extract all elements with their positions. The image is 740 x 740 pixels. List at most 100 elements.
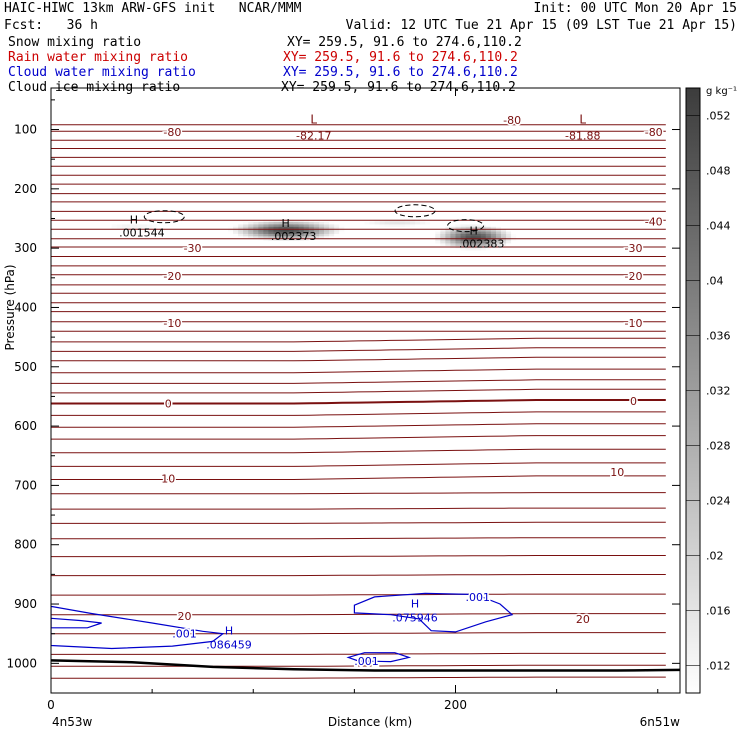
snow-shade-cell (465, 226, 472, 230)
cloud-water-contour-label: .001 (465, 591, 490, 604)
snow-shade-cell (253, 219, 259, 223)
snow-shade-cell (268, 229, 275, 233)
y-tick-label: 500 (14, 360, 37, 374)
snow-shade-cell (329, 222, 335, 225)
snow-shade-cell (324, 236, 330, 240)
cloud-water-contour (353, 592, 514, 633)
snow-shade-cell (485, 238, 492, 242)
y-tick-label: 100 (14, 123, 37, 137)
snow-max-value: .002383 (459, 237, 505, 250)
snow-shade-cell (288, 226, 295, 230)
snow-shade-cell (440, 248, 446, 252)
snow-shade-cell (268, 222, 275, 225)
snow-shade-cell (253, 217, 259, 221)
snow-shade-cell (228, 233, 234, 237)
snow-shade-cell (344, 229, 350, 233)
snow-shade-cell (516, 236, 522, 240)
snow-shade-cell (470, 236, 477, 240)
snow-shade-cell (440, 224, 446, 228)
snow-shade-cell (126, 224, 133, 228)
snow-shade-cell (374, 224, 381, 228)
snow-shade-cell (465, 219, 472, 223)
isotherm-line (51, 435, 666, 440)
snow-shade-cell (470, 222, 477, 225)
ground-surface-line (51, 659, 680, 672)
snow-shade-cell (490, 231, 497, 235)
snow-shade-cell (298, 241, 305, 244)
snow-shade-cell (76, 226, 82, 230)
snow-shade-cell (111, 219, 118, 223)
snow-shade-cell (298, 229, 305, 233)
snow-shade-cell (460, 241, 467, 244)
snow-shade-cell (455, 236, 462, 240)
snow-shade-cell (293, 229, 300, 233)
snow-shade-cell (496, 226, 502, 230)
snow-shade-cell (344, 222, 350, 225)
y-tick-label: 300 (14, 241, 37, 255)
snow-shade-cell (369, 224, 376, 228)
snow-shade-cell (187, 229, 194, 233)
snow-shade-cell (516, 241, 522, 244)
snow-shade-cell (475, 222, 482, 225)
snow-shade-cell (506, 226, 512, 230)
cloud-ice-contour (447, 219, 485, 233)
snow-shade-cell (455, 231, 462, 235)
snow-shade-cell (440, 219, 446, 223)
snow-shade-cell (445, 226, 452, 230)
snow-shade-cell (344, 236, 350, 240)
snow-shade-cell (121, 231, 128, 235)
snow-shade-cell (308, 236, 315, 240)
snow-shade-cell (313, 241, 320, 244)
snow-shade-cell (147, 222, 153, 225)
snow-shade-cell (445, 238, 452, 242)
snow-shade-cell (420, 238, 426, 242)
snow-shade-cell (228, 219, 234, 223)
snow-shade-cell (399, 214, 406, 218)
snow-shade-cell (349, 224, 355, 228)
snow-shade-cell (238, 229, 244, 233)
snow-shade-cell (470, 233, 477, 237)
snow-shade-cell (485, 226, 492, 230)
snow-shade-cell (435, 238, 441, 242)
snow-shade-cell (172, 222, 179, 225)
snow-shade-cell (485, 236, 492, 240)
snow-shade-cell (420, 233, 426, 237)
snow-shade-cell (177, 226, 184, 230)
snow-shade-cell (440, 222, 446, 225)
snow-shade-cell (126, 226, 133, 230)
snow-shade-cell (283, 229, 290, 233)
snow-shade-cell (137, 231, 143, 235)
snow-shade-cell (263, 226, 270, 230)
snow-shade-cell (420, 226, 426, 230)
cloud-ice-contour (394, 204, 436, 218)
snow-shade-cell (243, 229, 249, 233)
snow-shade-cell (394, 224, 401, 228)
snow-shade-cell (490, 248, 497, 252)
snow-shade-cell (233, 229, 239, 233)
snow-shade-cell (511, 243, 517, 247)
snow-shade-cell (303, 233, 310, 237)
snow-shade-cell (496, 231, 502, 235)
snow-shade-cell (238, 219, 244, 223)
snow-shade-cell (116, 224, 123, 228)
snow-shade-cell (76, 222, 82, 225)
snow-shade-cell (288, 219, 295, 223)
snow-shade-cell (475, 231, 482, 235)
snow-shade-cell (253, 231, 259, 235)
snow-shade-cell (248, 226, 254, 230)
snow-shade-cell (207, 226, 214, 230)
snow-shade-cell (334, 233, 340, 237)
snow-shade-cell (273, 231, 280, 235)
snow-shade-cell (303, 226, 310, 230)
snow-shade-cell (157, 224, 163, 228)
snow-shade-cell (374, 222, 381, 225)
snow-shade-cell (222, 224, 229, 228)
snow-shade-cell (485, 224, 492, 228)
isotherm-line (51, 356, 666, 362)
snow-shade-cell (116, 226, 123, 230)
snow-shade-cell (339, 229, 345, 233)
snow-shade-cell (410, 217, 416, 221)
snow-shade-cell (177, 222, 184, 225)
snow-shade-cell (131, 224, 138, 228)
snow-shade-cell (440, 217, 446, 221)
